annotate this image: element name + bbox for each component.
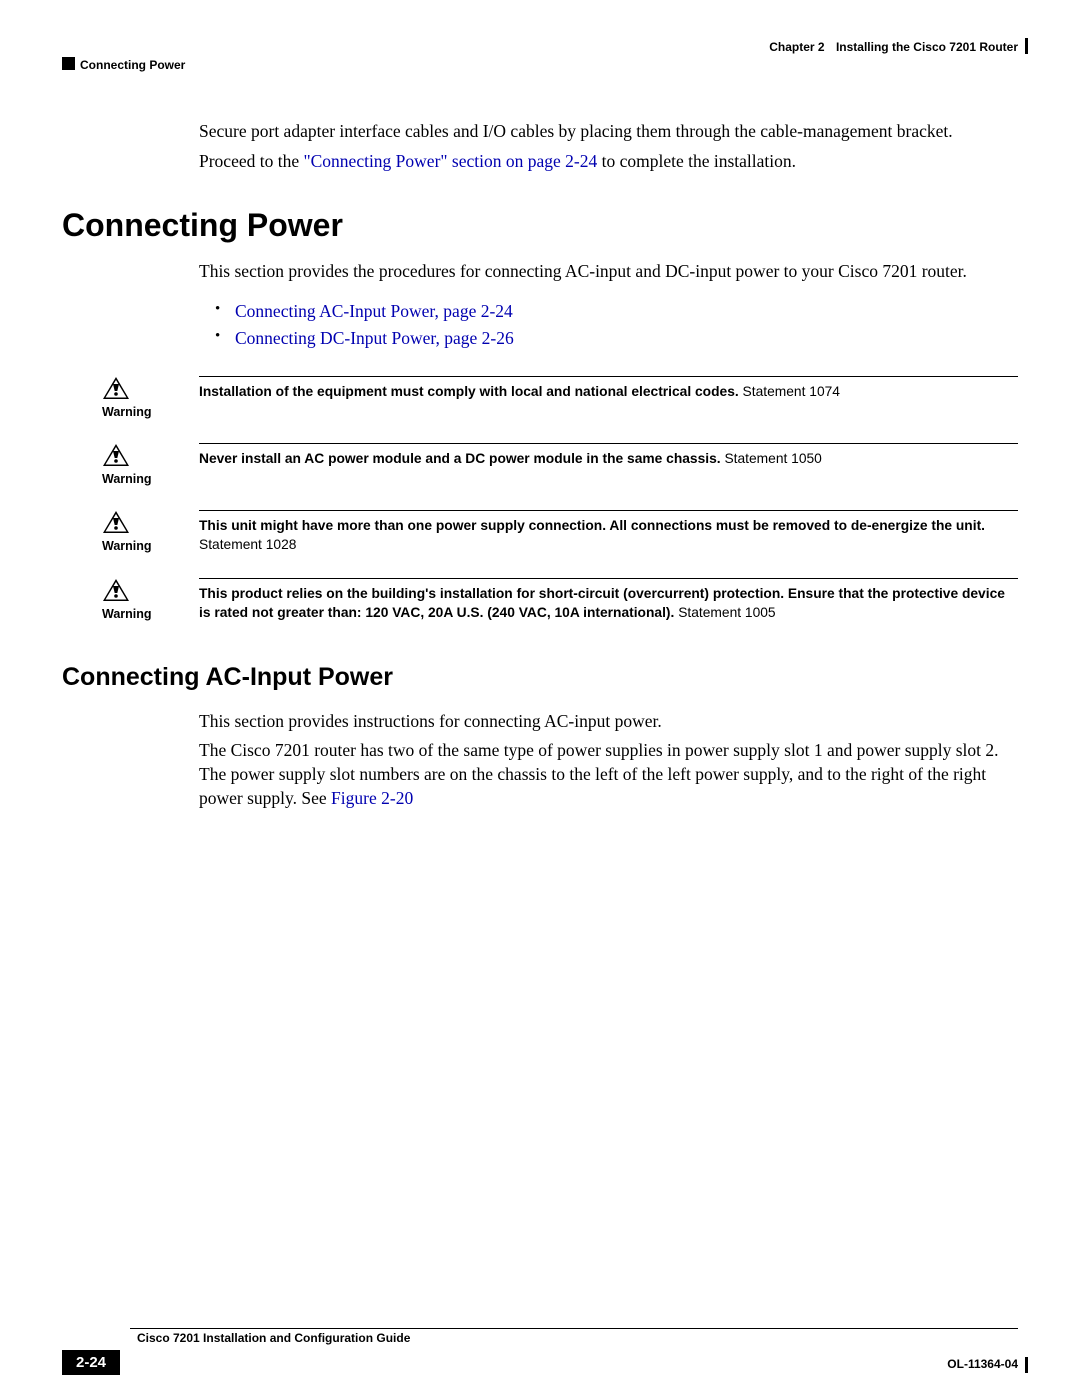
page-content: Secure port adapter interface cables and… <box>62 120 1018 816</box>
subsection-body: This section provides instructions for c… <box>199 710 1018 811</box>
intro-p2-post: to complete the installation. <box>597 151 796 171</box>
subsection-p2: The Cisco 7201 router has two of the sam… <box>199 739 1018 810</box>
page-header: Connecting Power Chapter 2 Installing th… <box>62 40 1018 70</box>
warning-icon-col: Warning <box>62 578 199 621</box>
warning-text-bold: Installation of the equipment must compl… <box>199 384 739 399</box>
intro-p2-pre: Proceed to the <box>199 151 303 171</box>
warning-label: Warning <box>102 607 152 621</box>
heading-connecting-power: Connecting Power <box>62 207 1018 244</box>
warning-text-bold: This product relies on the building's in… <box>199 586 1005 620</box>
subsection-p2-pre: The Cisco 7201 router has two of the sam… <box>199 740 999 807</box>
intro-paragraph-2: Proceed to the "Connecting Power" sectio… <box>199 150 1018 174</box>
header-marker-box <box>62 57 75 70</box>
warning-text-statement: Statement 1005 <box>674 605 775 620</box>
section-intro-block: This section provides the procedures for… <box>199 260 1018 352</box>
warning-label: Warning <box>102 405 152 419</box>
warning-block-2: Warning Never install an AC power module… <box>62 443 1018 486</box>
heading-ac-input-power: Connecting AC-Input Power <box>62 663 1018 692</box>
warning-body: This product relies on the building's in… <box>199 578 1018 622</box>
warning-icon-col: Warning <box>62 443 199 486</box>
warning-icon <box>102 376 130 400</box>
intro-paragraph-1: Secure port adapter interface cables and… <box>199 120 1018 144</box>
warning-block-1: Warning Installation of the equipment mu… <box>62 376 1018 419</box>
footer-doc-number: OL-11364-04 <box>947 1357 1018 1371</box>
header-chapter: Chapter 2 Installing the Cisco 7201 Rout… <box>769 40 1018 54</box>
warning-text-statement: Statement 1074 <box>739 384 840 399</box>
warning-text-bold: Never install an AC power module and a D… <box>199 451 721 466</box>
section-intro: This section provides the procedures for… <box>199 260 1018 284</box>
footer-page-number: 2-24 <box>62 1350 120 1375</box>
warning-block-4: Warning This product relies on the build… <box>62 578 1018 622</box>
warning-body: This unit might have more than one power… <box>199 510 1018 554</box>
document-page: Connecting Power Chapter 2 Installing th… <box>0 0 1080 1397</box>
chapter-number: Chapter 2 <box>769 40 824 54</box>
subsection-p2-link[interactable]: Figure 2-20 <box>331 788 413 808</box>
warning-icon <box>102 443 130 467</box>
bullet-dc-link[interactable]: Connecting DC-Input Power, page 2-26 <box>211 325 1018 352</box>
warning-text-bold: This unit might have more than one power… <box>199 518 985 533</box>
bullet-ac-link[interactable]: Connecting AC-Input Power, page 2-24 <box>211 298 1018 325</box>
warning-icon-col: Warning <box>62 510 199 553</box>
warning-icon <box>102 510 130 534</box>
footer-rule <box>130 1328 1018 1329</box>
intro-block: Secure port adapter interface cables and… <box>199 120 1018 173</box>
warning-icon-col: Warning <box>62 376 199 419</box>
header-section-label: Connecting Power <box>80 58 185 72</box>
page-footer: Cisco 7201 Installation and Configuratio… <box>62 1328 1018 1345</box>
intro-p2-link[interactable]: "Connecting Power" section on page 2-24 <box>303 151 597 171</box>
header-right-bar <box>1025 38 1028 54</box>
warning-icon <box>102 578 130 602</box>
warning-text-statement: Statement 1028 <box>199 537 296 552</box>
footer-right-bar <box>1025 1357 1028 1373</box>
warning-label: Warning <box>102 539 152 553</box>
section-bullet-list: Connecting AC-Input Power, page 2-24 Con… <box>211 298 1018 352</box>
warning-block-3: Warning This unit might have more than o… <box>62 510 1018 554</box>
warning-text-statement: Statement 1050 <box>721 451 822 466</box>
warning-body: Never install an AC power module and a D… <box>199 443 1018 469</box>
warning-label: Warning <box>102 472 152 486</box>
warning-body: Installation of the equipment must compl… <box>199 376 1018 402</box>
footer-guide-title: Cisco 7201 Installation and Configuratio… <box>137 1331 1018 1345</box>
subsection-p1: This section provides instructions for c… <box>199 710 1018 734</box>
chapter-title: Installing the Cisco 7201 Router <box>836 40 1018 54</box>
